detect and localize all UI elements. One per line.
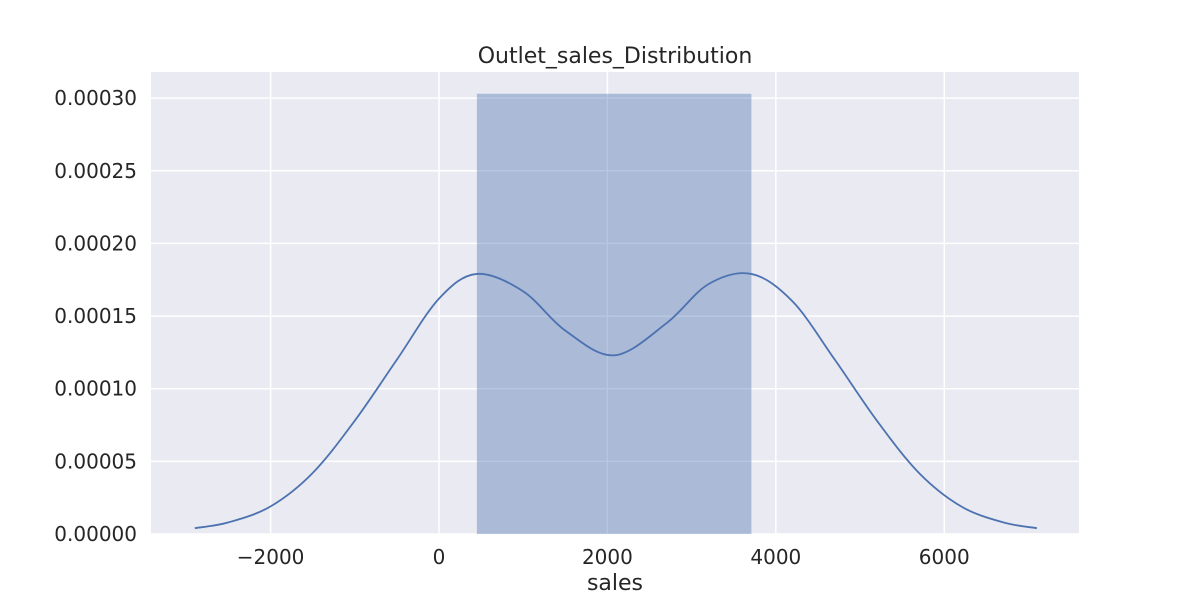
x-tick-label: 2000	[582, 545, 633, 569]
x-tick-label: 0	[433, 545, 446, 569]
histogram-bars	[476, 93, 752, 534]
y-tick-label: 0.00025	[54, 159, 137, 183]
x-tick-label: 4000	[750, 545, 801, 569]
y-axis-ticks: 0.00000 0.00005 0.00010 0.00015 0.00020 0.000…	[54, 86, 137, 546]
x-tick-label: −2000	[237, 545, 305, 569]
y-tick-label: 0.00000	[54, 522, 137, 546]
y-tick-label: 0.00030	[54, 86, 137, 110]
y-tick-label: 0.00015	[54, 304, 137, 328]
histogram-bar	[476, 93, 615, 534]
y-tick-label: 0.00020	[54, 231, 137, 255]
chart-title: Outlet_sales_Distribution	[478, 44, 753, 69]
grid-lines	[151, 72, 1079, 535]
x-axis-ticks: −2000 0 2000 4000 6000	[237, 545, 970, 569]
y-tick-label: 0.00010	[54, 377, 137, 401]
histogram-bar	[614, 93, 752, 534]
y-tick-label: 0.00005	[54, 449, 137, 473]
plot-background	[151, 72, 1079, 534]
x-tick-label: 6000	[919, 545, 970, 569]
kde-curve-group	[194, 272, 1038, 530]
kde-line	[194, 272, 1038, 530]
x-axis-label: sales	[587, 571, 643, 596]
